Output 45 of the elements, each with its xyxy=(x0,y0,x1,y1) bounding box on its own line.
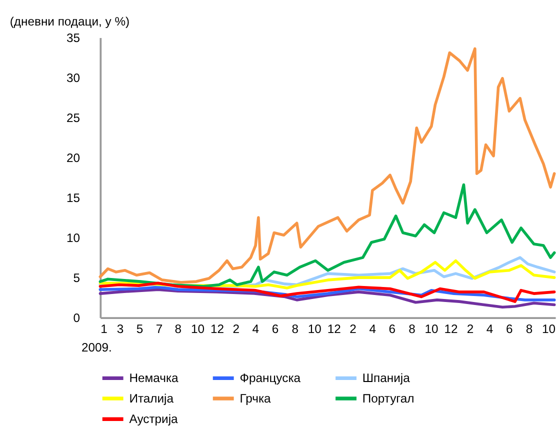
y-tick-label: 20 xyxy=(66,150,80,165)
text: 2009. xyxy=(81,340,112,354)
y-tick-label: 0 xyxy=(73,310,80,325)
y-tick-label: 10 xyxy=(66,230,80,245)
legend-label: Француска xyxy=(240,370,301,385)
x-tick-label: 12 xyxy=(327,322,342,336)
x-tick-label: 10 xyxy=(190,322,205,336)
legend-label: Италија xyxy=(129,391,174,406)
y-tick-label: 25 xyxy=(66,110,80,125)
y-tick-label: 30 xyxy=(66,70,80,85)
x-tick-label: 6 xyxy=(272,322,279,336)
line-series xyxy=(98,47,556,284)
y-tick-label: 15 xyxy=(66,190,80,205)
line-series xyxy=(98,288,556,309)
line-series xyxy=(98,282,556,303)
x-tick-label: 10 xyxy=(308,322,322,336)
x-tick-label: 4 xyxy=(252,322,260,336)
legend-label: Португал xyxy=(362,391,414,406)
x-tick-label: 12 xyxy=(444,322,458,336)
x-tick-label: 10 xyxy=(542,322,556,336)
x-tick-label: 6 xyxy=(388,322,396,336)
x-tick-label: 8 xyxy=(526,322,533,336)
x-tick-label: 2 xyxy=(232,322,240,336)
legend-label: Немачка xyxy=(129,370,179,385)
legend-label: Аустрија xyxy=(129,412,178,426)
x-tick-label: 5 xyxy=(136,322,144,336)
legend-label: Шпанија xyxy=(362,370,410,385)
chart-title: (дневни подаци, у %) xyxy=(10,14,130,28)
x-tick-label: 6 xyxy=(506,322,513,336)
x-tick-label: 12 xyxy=(210,322,224,336)
x-tick-label: 2 xyxy=(350,322,357,336)
legend-label: Грчка xyxy=(240,391,272,406)
y-tick-label: 5 xyxy=(73,270,80,285)
x-tick-label: 7 xyxy=(156,322,163,336)
line-series xyxy=(98,183,556,288)
x-tick-label: 8 xyxy=(174,322,182,336)
x-tick-label: 3 xyxy=(116,322,124,336)
x-tick-label: 1 xyxy=(100,322,108,336)
y-tick-label: 35 xyxy=(66,30,80,45)
x-tick-label: 2 xyxy=(466,322,474,336)
x-tick-label: 4 xyxy=(486,322,494,336)
x-tick-label: 8 xyxy=(408,322,416,336)
x-tick-label: 8 xyxy=(292,322,299,336)
x-tick-label: 4 xyxy=(369,322,376,336)
x-tick-label: 10 xyxy=(424,322,439,336)
